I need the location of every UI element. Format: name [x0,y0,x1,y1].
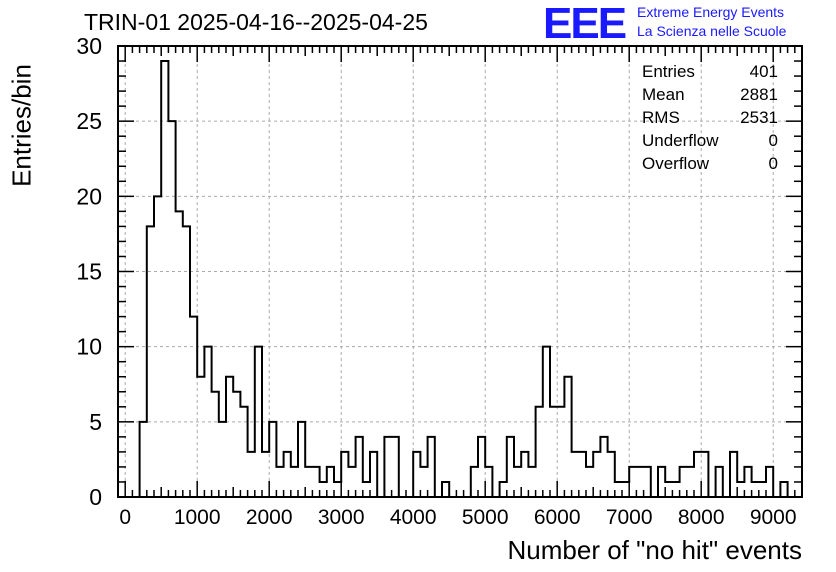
logo-line-1: Extreme Energy Events [637,4,785,20]
x-tick-label: 4000 [390,506,437,529]
chart-title: TRIN-01 2025-04-16--2025-04-25 [84,9,428,35]
histogram-series [125,60,789,498]
x-tick-label: 3000 [318,506,365,529]
stats-value: 2881 [740,85,778,104]
stats-label: Overflow [642,154,710,173]
x-tick-label: 1000 [174,506,221,529]
stats-row: Entries 401 [642,60,778,83]
x-tick-label: 9000 [750,506,797,529]
histogram-step-line [125,60,789,498]
eee-logo: EEE [543,0,628,42]
stats-row: Underflow 0 [642,129,778,152]
stats-label: Underflow [642,131,719,150]
stats-value: 401 [749,62,778,81]
stats-row: Mean 2881 [642,83,778,106]
stats-row: Overflow 0 [642,152,778,175]
stats-value: 2531 [740,108,778,127]
logo-line-2: La Scienza nelle Scuole [637,23,787,39]
x-tick-label: 7000 [606,506,653,529]
y-tick-label: 10 [76,334,102,360]
stats-label: Mean [642,85,685,104]
x-tick-label: 5000 [462,506,509,529]
x-tick-label: 0 [119,506,131,529]
x-axis-label: Number of "no hit" events [507,535,803,565]
stats-value: 0 [768,154,778,173]
y-tick-label: 20 [76,183,102,209]
x-axis: 0 1000 2000 3000 4000 5000 6000 7000 8000 9000 [117,46,803,529]
stats-label: RMS [642,108,680,127]
logo-letters: EEE [543,0,626,42]
y-tick-label: 5 [89,409,102,435]
x-tick-label: 2000 [246,506,293,529]
y-axis-label: Entries/bin [6,64,37,187]
y-tick-label: 0 [89,484,102,510]
y-tick-label: 30 [76,33,102,59]
y-axis: 0 5 10 15 20 25 30 [76,33,802,510]
x-tick-label: 8000 [678,506,725,529]
stats-box: Entries 401 Mean 2881 RMS 2531 Underflow 0 Overf… [642,60,778,175]
y-tick-label: 25 [76,108,102,134]
stats-row: RMS 2531 [642,106,778,129]
logo-caption: Extreme Energy Events La Scienza nelle S… [637,3,786,41]
stats-label: Entries [642,62,695,81]
y-tick-label: 15 [76,259,102,285]
x-tick-label: 6000 [534,506,581,529]
stats-value: 0 [768,131,778,150]
